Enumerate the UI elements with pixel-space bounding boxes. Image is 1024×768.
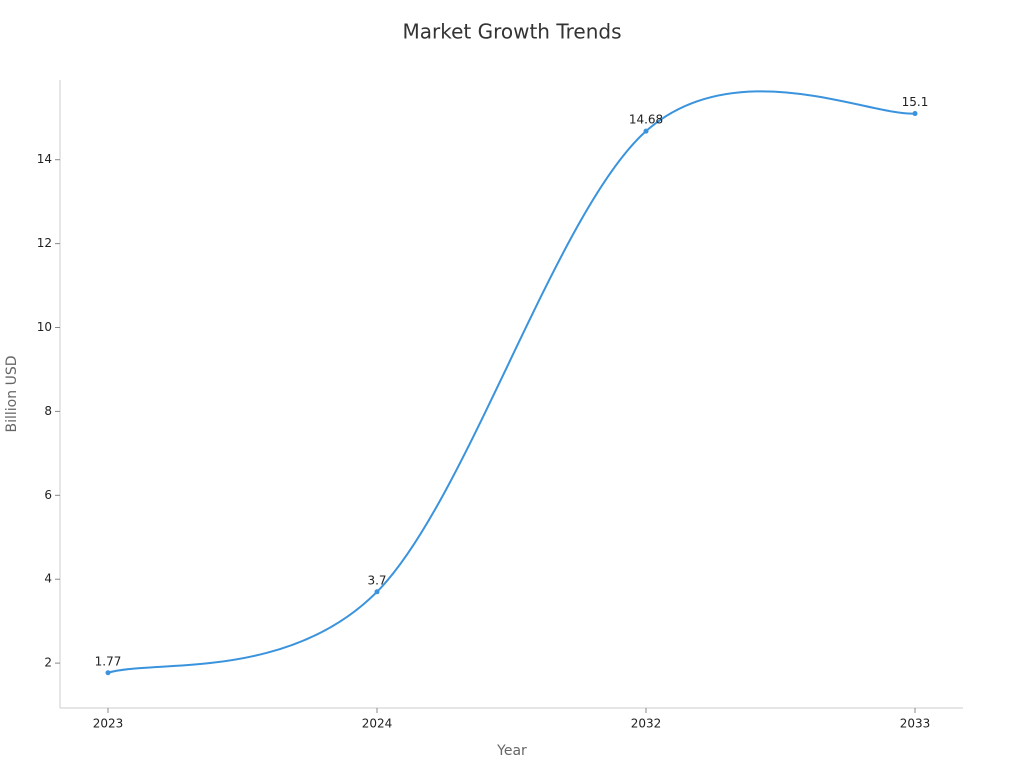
y-tick-label: 12 — [37, 236, 52, 250]
y-axis-label: Billion USD — [4, 356, 20, 433]
x-tick-label: 2023 — [93, 717, 124, 731]
data-label: 14.68 — [629, 113, 663, 127]
y-tick-label: 8 — [44, 404, 52, 418]
point — [105, 670, 111, 676]
y-tick-label: 10 — [37, 320, 52, 334]
chart-title: Market Growth Trends — [402, 20, 621, 44]
y-tick-label: 6 — [44, 488, 52, 502]
x-tick-label: 2032 — [631, 717, 662, 731]
line — [107, 90, 916, 674]
data-label: 1.77 — [95, 654, 122, 668]
point — [912, 111, 918, 117]
data-label: 15.1 — [902, 95, 929, 109]
data-label: 3.7 — [367, 573, 386, 587]
point — [643, 128, 649, 134]
y-tick-label: 14 — [37, 152, 52, 166]
x-tick-label: 2033 — [900, 717, 931, 731]
x-tick-label: 2024 — [362, 717, 393, 731]
point — [374, 589, 380, 595]
y-tick-label: 2 — [44, 656, 52, 670]
y-tick-label: 4 — [44, 572, 52, 586]
x-axis-label: Year — [496, 743, 527, 759]
